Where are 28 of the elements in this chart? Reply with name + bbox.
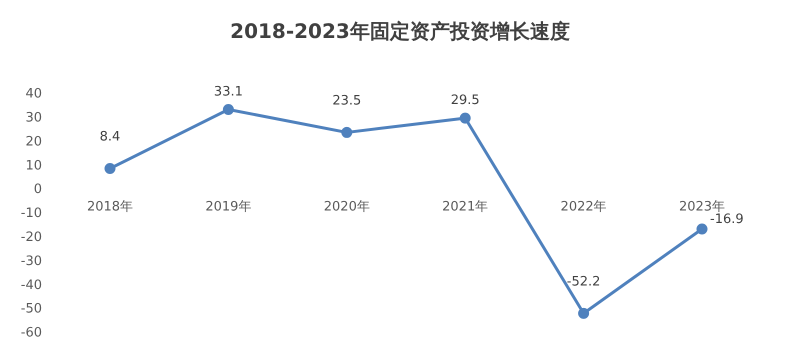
point [104, 163, 116, 174]
point [460, 112, 471, 124]
y-tick-label: -30 [20, 254, 42, 269]
point [578, 308, 590, 319]
point [222, 104, 234, 115]
data-label: -52.2 [566, 274, 600, 290]
y-tick-label: -10 [20, 206, 42, 222]
chart-title: 2018-2023年固定资产投资增长速度 [229, 18, 571, 45]
point [341, 126, 352, 138]
data-label: 8.4 [100, 130, 120, 145]
point [696, 223, 708, 234]
x-tick-label: 2018年 [86, 200, 134, 215]
y-tick-label: -60 [20, 326, 42, 341]
y-tick-label: -20 [20, 230, 42, 246]
y-tick-label: 10 [25, 158, 42, 174]
x-tick-label: 2021年 [442, 200, 488, 215]
y-tick-label: 40 [25, 86, 42, 102]
x-tick-label: 2022年 [560, 200, 607, 215]
data-label: 33.1 [214, 84, 243, 100]
data-label: 29.5 [450, 93, 480, 108]
y-tick-label: -40 [20, 278, 42, 293]
y-tick-label: -50 [20, 302, 42, 317]
data-label: 23.5 [332, 93, 362, 108]
x-tick-label: 2020年 [324, 200, 370, 215]
y-tick-label: 20 [25, 134, 42, 150]
y-tick-label: 30 [25, 110, 42, 126]
x-tick-label: 2019年 [205, 200, 252, 215]
y-tick-label: 0 [34, 182, 42, 198]
